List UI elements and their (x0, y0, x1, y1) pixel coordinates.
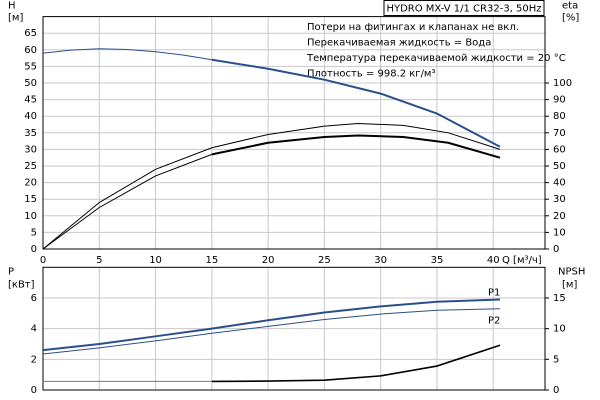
y2-tick-label: 40 (553, 178, 566, 189)
y-tick-label: 5 (31, 227, 37, 238)
curve (211, 58, 501, 148)
y2-tick-label: 10 (553, 324, 566, 335)
y-tick-label: 35 (24, 128, 37, 139)
plot-frame (42, 16, 546, 250)
y-tick-label: 25 (24, 161, 37, 172)
title-box (383, 0, 545, 16)
y2-tick-label: 10 (553, 227, 566, 238)
annotation: Температура перекачиваемой жидкости = 20… (306, 53, 566, 64)
y2-tick-label: 20 (553, 211, 566, 222)
y-tick-label: 55 (24, 61, 37, 72)
y2-tick-label: 70 (553, 128, 566, 139)
y2-tick-label: 0 (553, 385, 559, 396)
y-tick-label: 6 (31, 293, 37, 304)
x-axis-label: Q [м³/ч] (502, 255, 542, 266)
y2-tick-label: 50 (553, 161, 566, 172)
y-axis-label: H (8, 1, 16, 12)
annotation: Перекачиваемая жидкость = Вода (307, 38, 491, 49)
x-tick-label: 20 (262, 255, 275, 266)
y2-tick-label: 0 (553, 244, 559, 255)
x-tick-label: 40 (487, 255, 500, 266)
x-tick-label: 25 (318, 255, 331, 266)
y-tick-label: 4 (31, 324, 37, 335)
curve (42, 48, 212, 61)
y-tick-label: 0 (31, 385, 37, 396)
curve-label: P2 (488, 316, 500, 327)
curve (211, 344, 501, 383)
curve-label: P1 (488, 288, 500, 299)
chart-title: HYDRO MX-V 1/1 CR32-3, 50Hz (386, 4, 541, 15)
y-tick-label: 20 (24, 178, 37, 189)
curve (42, 153, 213, 250)
y2-tick-label: 80 (553, 111, 566, 122)
x-tick-label: 5 (96, 255, 102, 266)
x-tick-label: 30 (374, 255, 387, 266)
y-tick-label: 60 (24, 45, 37, 56)
y-axis-label: P (8, 266, 14, 277)
y-tick-label: 15 (24, 194, 37, 205)
annotation: Плотность = 998.2 кг/м³ (307, 69, 436, 80)
annotation: Потери на фитингах и клапанах не вкл. (307, 22, 519, 33)
y2-axis-unit: [%] (562, 13, 579, 24)
y-tick-label: 40 (24, 111, 37, 122)
y2-tick-label: 90 (553, 95, 566, 106)
y2-axis-unit: [м] (562, 279, 577, 290)
x-tick-label: 35 (431, 255, 444, 266)
curve (42, 308, 500, 355)
y-tick-label: 30 (24, 144, 37, 155)
x-tick-label: 0 (40, 255, 46, 266)
x-tick-label: 10 (149, 255, 162, 266)
y2-axis-label: eta (562, 1, 578, 12)
plot-frame (42, 266, 546, 391)
y-tick-label: 50 (24, 78, 37, 89)
y-tick-label: 2 (31, 354, 37, 365)
y2-tick-label: 5 (553, 354, 559, 365)
y-tick-label: 45 (24, 95, 37, 106)
y-axis-unit: [м] (8, 13, 23, 24)
curve (42, 122, 501, 250)
y-axis-unit: [кВт] (8, 279, 35, 290)
y2-tick-label: 100 (553, 78, 572, 89)
y2-axis-label: NPSH (558, 266, 585, 277)
curve (211, 134, 501, 159)
y-tick-label: 10 (24, 211, 37, 222)
y-tick-label: 0 (31, 244, 37, 255)
y2-tick-label: 15 (553, 293, 566, 304)
y2-tick-label: 60 (553, 144, 566, 155)
y2-tick-label: 30 (553, 194, 566, 205)
y-tick-label: 65 (24, 28, 37, 39)
x-tick-label: 15 (205, 255, 218, 266)
curve (42, 298, 501, 352)
